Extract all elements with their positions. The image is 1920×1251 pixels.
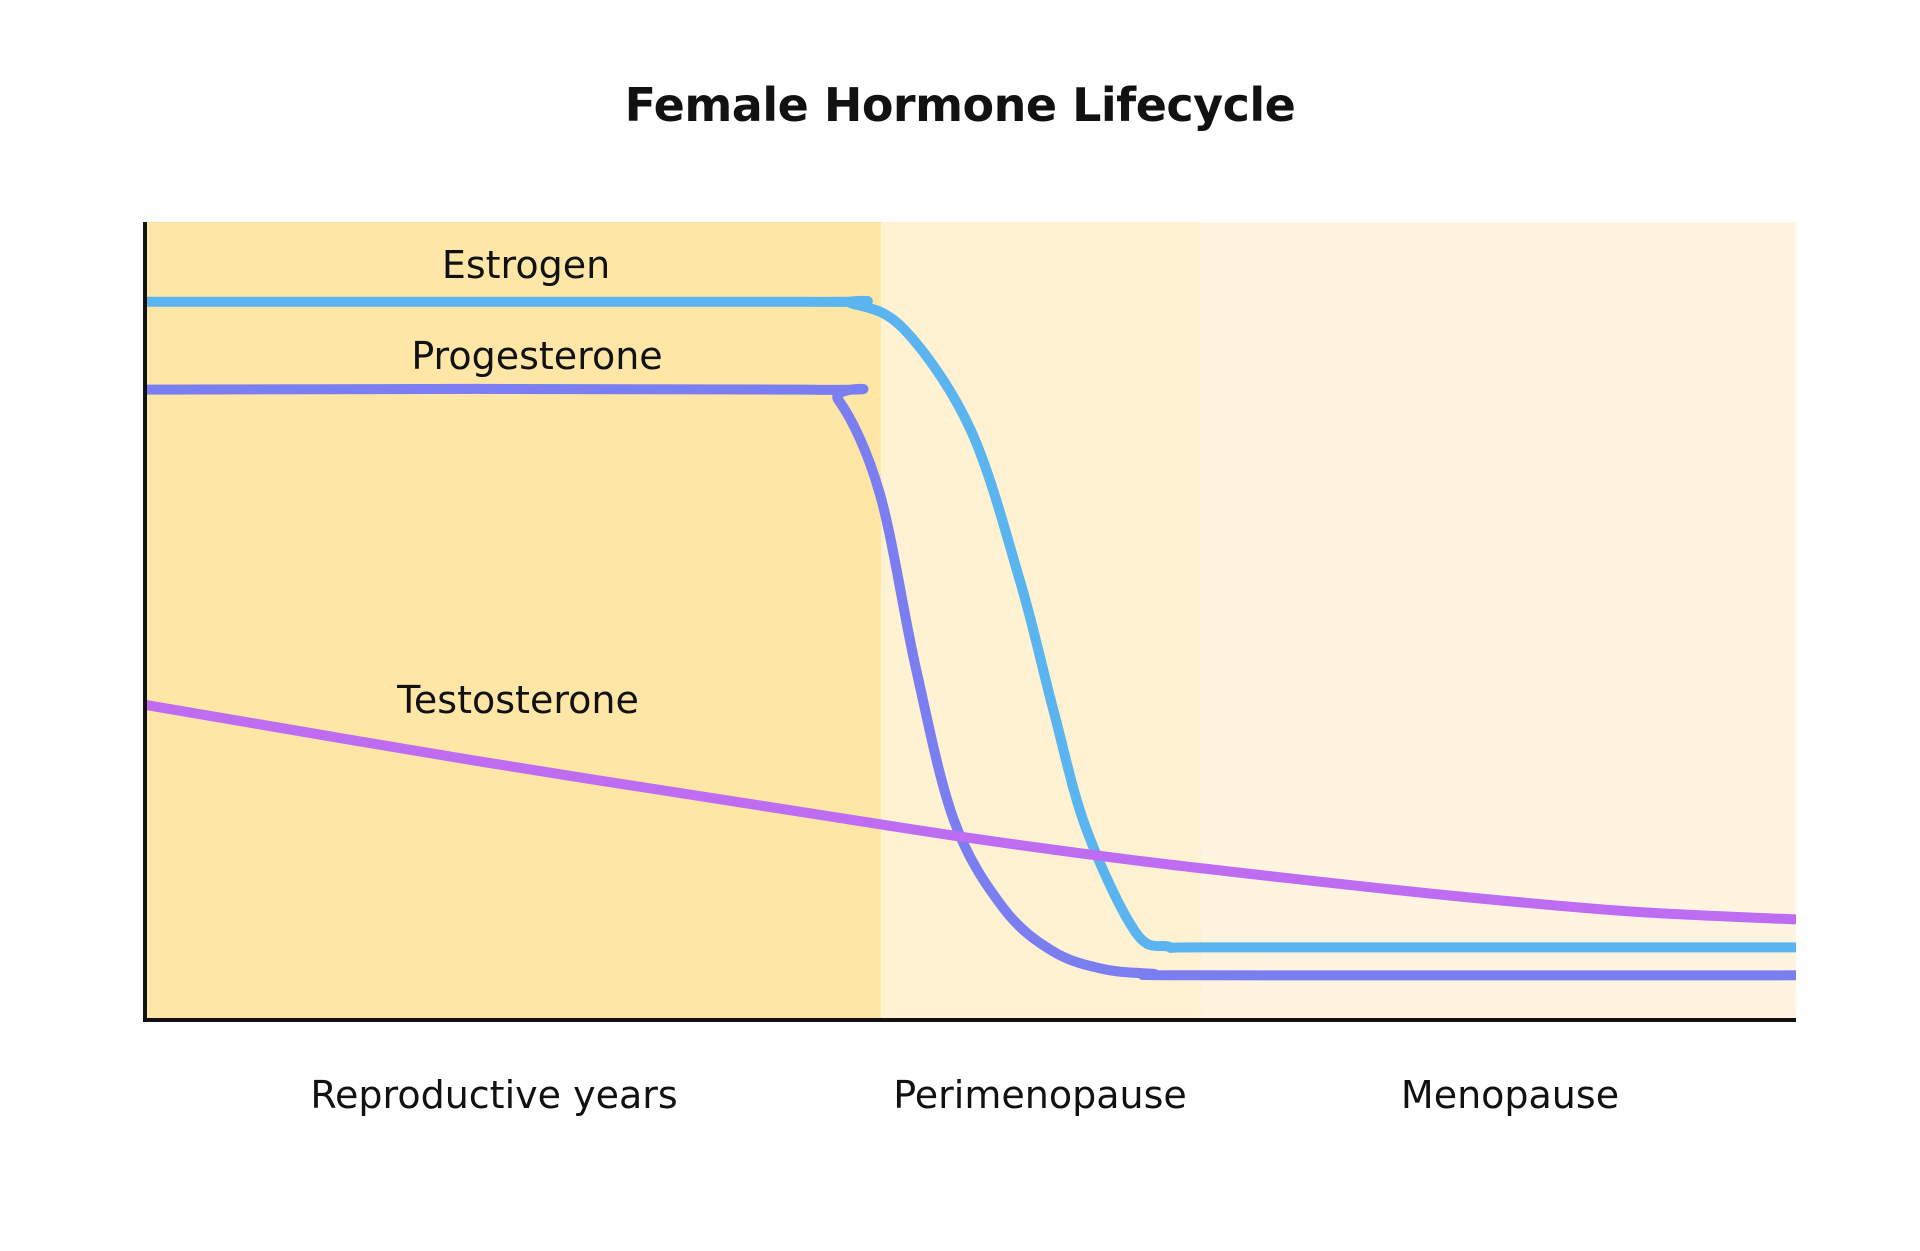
series-line-progesterone — [144, 383, 1797, 981]
phase-label-perimenopause: Perimenopause — [893, 1073, 1187, 1117]
phase-bands — [145, 222, 1796, 1020]
phase-band-perimenopause — [881, 222, 1202, 1020]
series-label-testosterone: Testosterone — [396, 678, 639, 722]
series-label-estrogen: Estrogen — [442, 243, 610, 287]
chart-title: Female Hormone Lifecycle — [624, 78, 1296, 132]
series-lines — [144, 295, 1797, 981]
series-line-estrogen — [144, 295, 1796, 953]
series-line-testosterone — [144, 699, 1797, 925]
phase-band-menopause — [1201, 222, 1796, 1020]
phase-label-menopause: Menopause — [1401, 1073, 1619, 1117]
series-label-progesterone: Progesterone — [411, 334, 662, 378]
phase-band-reproductive-years — [145, 222, 882, 1020]
phase-label-reproductive-years: Reproductive years — [310, 1073, 677, 1117]
